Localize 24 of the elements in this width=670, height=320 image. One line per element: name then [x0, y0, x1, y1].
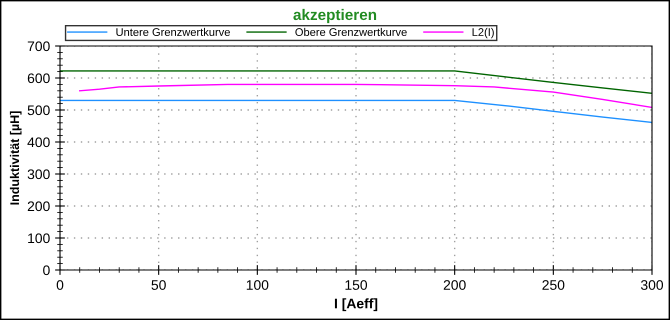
legend-label: L2(I): [472, 28, 494, 38]
y-tick-label: 700: [28, 41, 50, 52]
legend-label: Untere Grenzwertkurve: [116, 28, 230, 36]
x-tick-label: 150: [345, 280, 368, 290]
line-series: [79, 84, 652, 108]
x-tick-label: 250: [542, 280, 564, 290]
x-tick-label: 50: [152, 280, 166, 290]
x-axis-title: I [Aeff]: [334, 298, 378, 312]
x-tick-label: 200: [444, 280, 466, 290]
chart-title: akzeptieren: [293, 8, 376, 24]
y-tick-label: 400: [27, 137, 50, 148]
x-tick-label: 300: [640, 280, 664, 290]
y-tick-label: 0: [43, 265, 50, 276]
line-series: [60, 100, 652, 124]
y-tick-label: 600: [28, 73, 50, 84]
x-tick-label: 100: [246, 280, 268, 290]
line-series: [60, 70, 652, 94]
y-axis-title: Induktivität [µH]: [10, 111, 22, 205]
x-tick-label: 0: [56, 280, 64, 290]
legend-label: Obere Grenzwertkurve: [295, 28, 407, 36]
y-tick-label: 300: [28, 169, 50, 180]
y-tick-label: 200: [28, 201, 50, 212]
y-tick-label: 500: [28, 105, 50, 116]
y-tick-label: 100: [28, 233, 50, 244]
